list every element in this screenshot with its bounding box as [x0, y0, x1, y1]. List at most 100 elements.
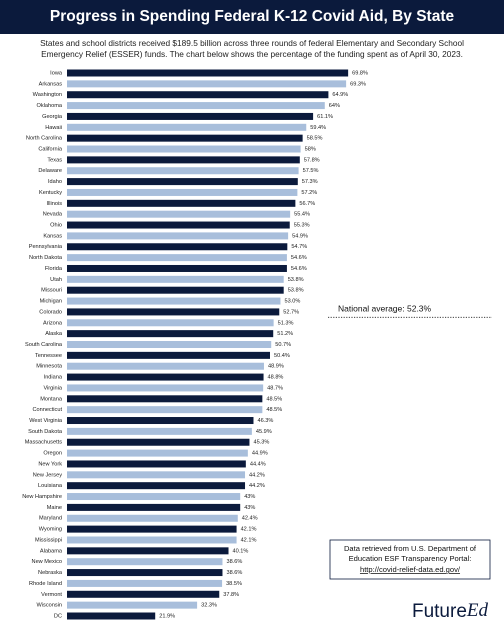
value-label: 57.8% — [304, 157, 320, 163]
bar — [67, 525, 237, 533]
value-label: 55.4% — [294, 212, 310, 218]
bar — [67, 590, 220, 598]
category-label: Arizona — [43, 320, 63, 326]
bar — [67, 232, 289, 240]
bar — [67, 243, 288, 251]
value-label: 42.4% — [242, 516, 258, 522]
bar — [67, 471, 246, 479]
value-label: 57.5% — [303, 168, 319, 174]
bar — [67, 482, 246, 490]
category-label: Connecticut — [32, 407, 62, 413]
value-label: 43% — [244, 505, 255, 511]
value-label: 58.5% — [307, 136, 323, 142]
value-label: 50.4% — [274, 353, 290, 359]
category-label: Nevada — [43, 212, 63, 218]
value-label: 42.1% — [241, 537, 257, 543]
bar — [67, 601, 198, 609]
category-label: Indiana — [44, 375, 63, 381]
bar — [67, 134, 303, 142]
bar — [67, 102, 325, 110]
source-link[interactable]: http://covid-relief-data.ed.gov/ — [360, 565, 461, 574]
value-label: 50.7% — [275, 342, 291, 348]
value-label: 48.8% — [268, 375, 284, 381]
bar — [67, 449, 248, 457]
bar — [67, 156, 300, 164]
category-label: Arkansas — [39, 81, 63, 87]
bar — [67, 145, 301, 153]
category-label: Washington — [33, 92, 62, 98]
category-label: Wisconsin — [37, 603, 63, 609]
category-label: Idaho — [48, 179, 62, 185]
bar — [67, 427, 252, 435]
category-label: Minnesota — [36, 364, 63, 370]
bar — [67, 417, 254, 425]
bar — [67, 286, 284, 294]
category-label: Mississippi — [35, 537, 62, 543]
reference-label: National average: 52.3% — [338, 304, 432, 314]
category-label: Massachusetts — [25, 440, 63, 446]
value-label: 69.3% — [350, 81, 366, 87]
bar — [67, 297, 281, 305]
category-label: New Mexico — [32, 559, 62, 565]
value-label: 54.7% — [291, 244, 307, 250]
value-label: 53.0% — [284, 299, 300, 305]
logo-part: Future — [412, 601, 467, 622]
category-label: North Dakota — [29, 255, 63, 261]
category-label: Illinois — [46, 201, 62, 207]
source-box — [329, 539, 491, 580]
value-label: 51.2% — [277, 331, 293, 337]
category-label: West Virginia — [29, 418, 63, 424]
value-label: 21.9% — [159, 613, 175, 619]
category-label: Maryland — [39, 516, 62, 522]
bar — [67, 178, 298, 186]
category-label: California — [38, 147, 63, 153]
category-label: Oregon — [43, 451, 62, 457]
bar — [67, 188, 298, 196]
value-label: 38.6% — [226, 559, 242, 565]
bar — [67, 558, 223, 566]
category-label: North Carolina — [26, 136, 63, 142]
category-label: Utah — [50, 277, 62, 283]
bar — [67, 80, 347, 88]
category-label: Louisiana — [38, 483, 63, 489]
category-label: Iowa — [50, 70, 63, 76]
title-band — [0, 0, 504, 34]
category-label: Rhode Island — [29, 581, 62, 587]
bar — [67, 221, 290, 229]
bar — [67, 569, 223, 577]
bar — [67, 536, 237, 544]
value-label: 57.2% — [301, 190, 317, 196]
value-label: 48.5% — [266, 407, 282, 413]
category-label: Kentucky — [39, 190, 62, 196]
category-label: Hawaii — [45, 125, 62, 131]
category-label: Delaware — [38, 168, 62, 174]
value-label: 44.2% — [249, 483, 265, 489]
subtitle-line: Emergency Relief (ESSER) funds. The char… — [41, 49, 463, 59]
value-label: 59.4% — [310, 125, 326, 131]
category-label: Georgia — [42, 114, 63, 120]
value-label: 38.5% — [226, 581, 242, 587]
category-label: DC — [54, 613, 62, 619]
category-label: Montana — [40, 396, 63, 402]
value-label: 38.6% — [226, 570, 242, 576]
value-label: 54.6% — [291, 255, 307, 261]
bar — [67, 493, 241, 501]
category-label: Wyoming — [39, 527, 62, 533]
bar — [67, 579, 223, 587]
value-label: 64.9% — [332, 92, 348, 98]
bar — [67, 319, 274, 327]
category-label: South Dakota — [28, 429, 63, 435]
bar — [67, 91, 329, 99]
value-label: 55.3% — [294, 223, 310, 229]
value-label: 37.8% — [223, 592, 239, 598]
category-label: New Hampshire — [22, 494, 62, 500]
bar — [67, 438, 250, 446]
bar — [67, 612, 156, 620]
value-label: 44.4% — [250, 461, 266, 467]
bar — [67, 362, 264, 370]
value-label: 54.6% — [291, 266, 307, 272]
category-label: Oklahoma — [37, 103, 63, 109]
category-label: Ohio — [50, 223, 62, 229]
category-label: New York — [38, 461, 62, 467]
